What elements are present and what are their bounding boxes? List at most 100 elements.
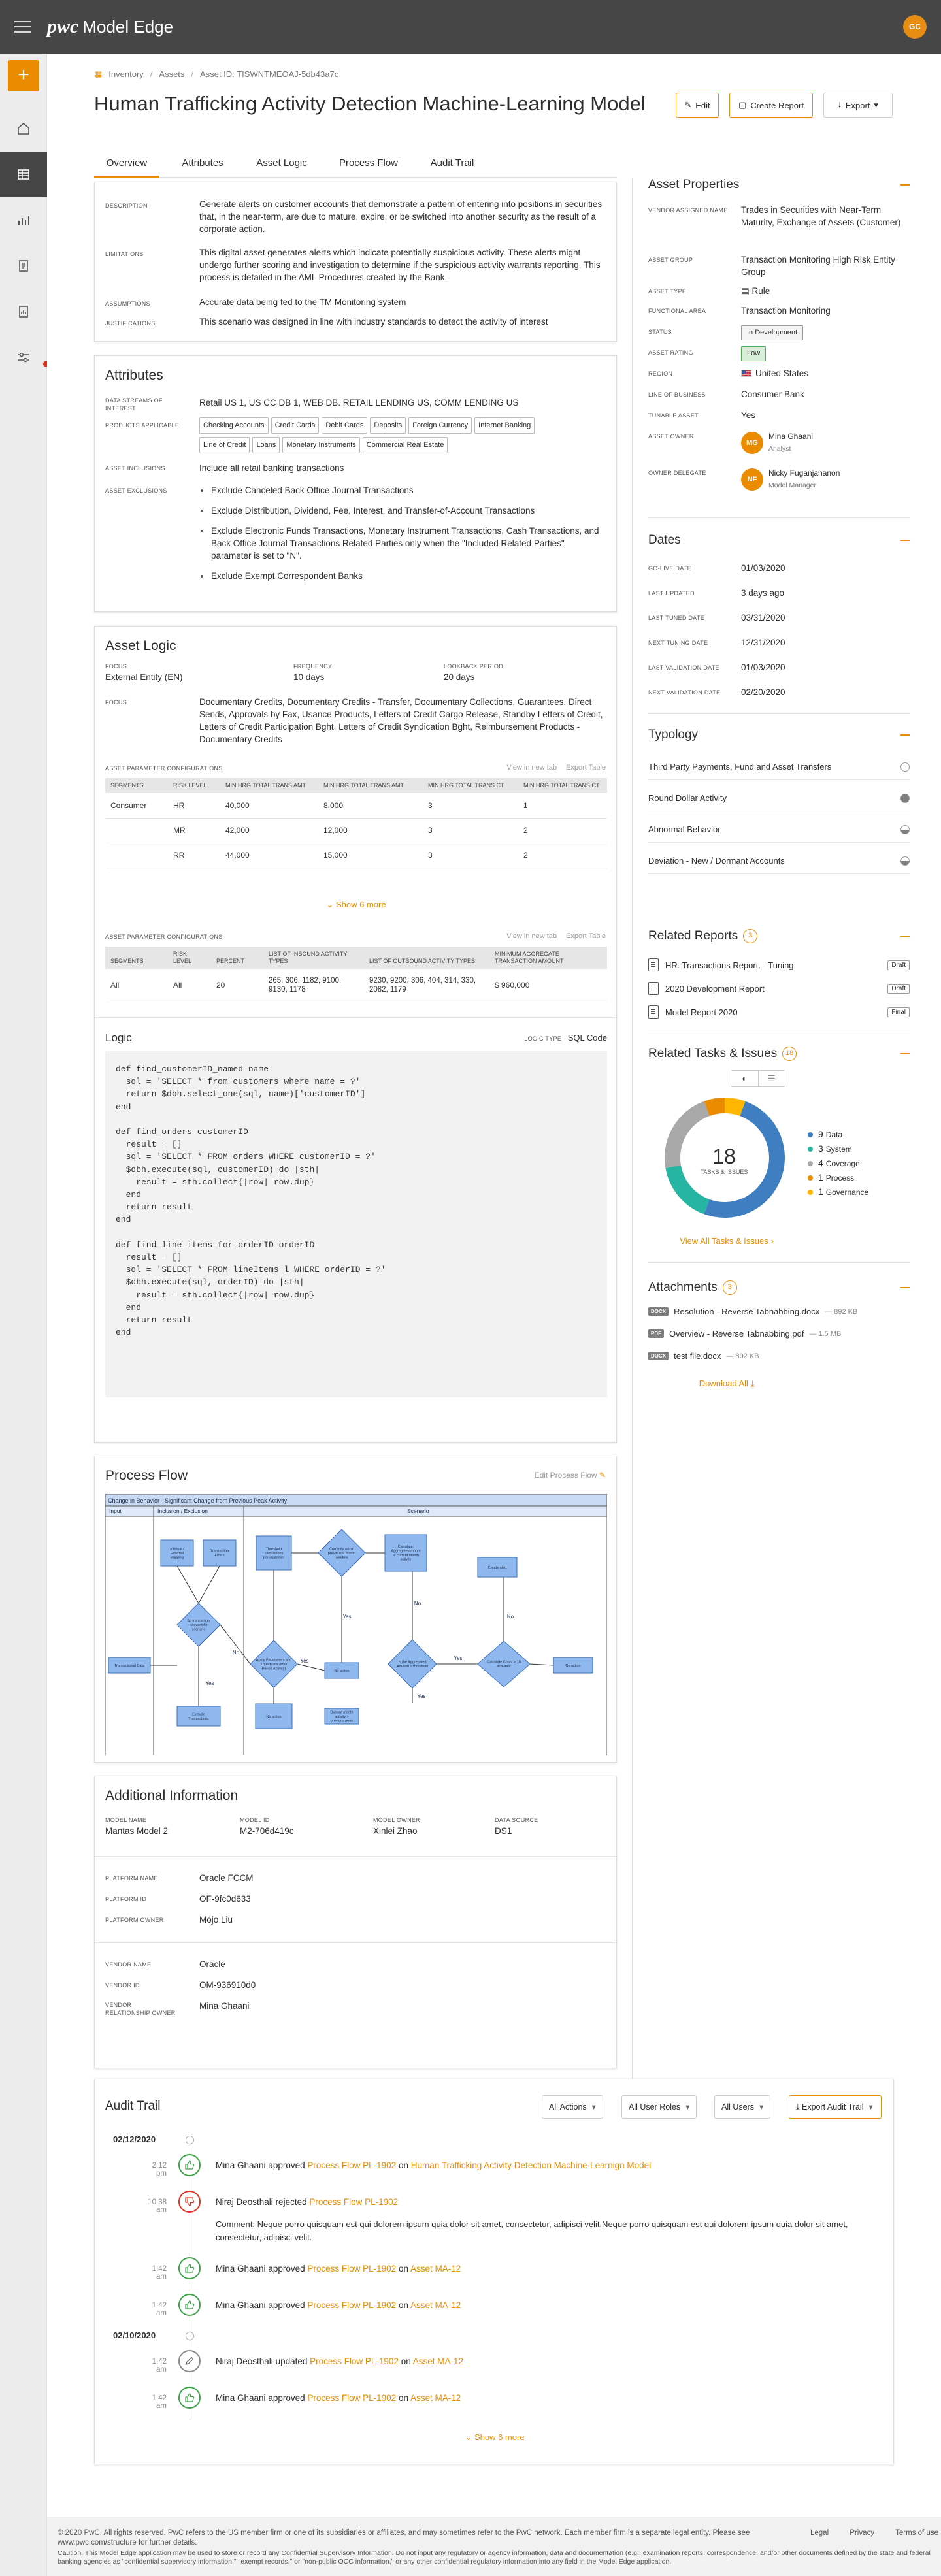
download-all-label: Download All (699, 1378, 748, 1388)
process-flow-card: Process Flow Edit Process Flow ✎ Change … (94, 1456, 617, 1763)
users-filter[interactable]: All Users (714, 2095, 771, 2119)
collapse-icon[interactable] (900, 1287, 910, 1288)
chart-icon[interactable] (0, 197, 47, 243)
export-dropdown[interactable]: ⤓ Export ▾ (823, 93, 893, 118)
audit-target-link[interactable]: Human Trafficking Activity Detection Mac… (410, 2160, 652, 2170)
report-item[interactable]: Model Report 2020 Final (648, 1001, 910, 1023)
settings-sliders-icon[interactable] (0, 334, 47, 380)
donut-slice-system[interactable] (665, 1165, 710, 1215)
attachment-item[interactable]: DOCX test file.docx — 892 KB (648, 1351, 910, 1361)
report-icon[interactable] (0, 289, 47, 334)
collapse-icon[interactable] (900, 734, 910, 736)
audit-verb: rejected (275, 2197, 307, 2207)
table-cell: 3 (423, 793, 518, 819)
tab-process-flow[interactable]: Process Flow (338, 157, 399, 169)
table-cell: 44,000 (220, 843, 318, 868)
donut-slice-coverage[interactable] (665, 1101, 710, 1168)
audit-entry: Mina Ghaani approved Process Flow PL-190… (216, 2299, 882, 2312)
owner-value[interactable]: MG Mina Ghaani Analyst (741, 430, 911, 455)
process-flow-diagram[interactable]: Change in Behavior - Significant Change … (105, 1494, 607, 1755)
download-all-button[interactable]: Download All ⤓ (648, 1378, 805, 1389)
export-table-link[interactable]: Export Table (566, 932, 606, 940)
audit-object-link[interactable]: Process Flow PL-1902 (309, 2197, 399, 2207)
legend-swatch (808, 1161, 813, 1166)
footer-link-legal[interactable]: Legal (810, 2529, 829, 2537)
audit-object-link[interactable]: Process Flow PL-1902 (307, 2264, 397, 2274)
breadcrumb-assets[interactable]: Assets (159, 69, 185, 79)
user-roles-filter[interactable]: All User Roles (621, 2095, 697, 2119)
audit-object-link[interactable]: Process Flow PL-1902 (307, 2393, 397, 2403)
logic-code-block[interactable]: def find_customerID_named name sql = 'SE… (105, 1051, 607, 1397)
donut-total: 18 (712, 1145, 736, 1168)
breadcrumb-inventory[interactable]: Inventory (108, 69, 144, 79)
audit-on: on (398, 2264, 408, 2274)
tab-asset-logic[interactable]: Asset Logic (256, 157, 307, 169)
list-view-icon[interactable]: ☰ (767, 1073, 776, 1083)
product-chip: Commercial Real Estate (362, 437, 448, 453)
audit-user: Mina Ghaani (216, 2264, 266, 2274)
create-report-button[interactable]: ▢ Create Report (729, 93, 813, 118)
tab-audit-trail[interactable]: Audit Trail (430, 157, 474, 169)
donut-slice-data[interactable] (704, 1101, 785, 1218)
show-more-button[interactable]: ⌄ Show 6 more (95, 900, 618, 910)
export-audit-button[interactable]: ⤓ Export Audit Trail (789, 2095, 882, 2119)
status-badge: In Development (741, 325, 804, 340)
actions-filter[interactable]: All Actions (542, 2095, 603, 2119)
legend-value: 1 (818, 1186, 823, 1197)
tab-overview[interactable]: Overview (94, 154, 159, 178)
attachment-item[interactable]: PDF Overview - Reverse Tabnabbing.pdf — 1.… (648, 1329, 910, 1339)
model-name-field: Model Name Mantas Model 2 (105, 1817, 168, 1836)
avatar: NF (741, 468, 763, 491)
donut-slice-governance[interactable] (724, 1098, 746, 1117)
audit-object-link[interactable]: Process Flow PL-1902 (307, 2300, 397, 2310)
flow-node-label: Current month (330, 1710, 353, 1714)
view-all-tasks-link[interactable]: View All Tasks & Issues › (648, 1236, 805, 1246)
delegate-value[interactable]: NF Nicky Fuganjananon Model Manager (741, 466, 911, 492)
table-row: All All 20 265, 306, 1182, 9100, 9130, 1178… (105, 969, 607, 1002)
audit-target-link[interactable]: Asset MA-12 (410, 2264, 461, 2274)
justifications-label: Justifications (105, 320, 156, 327)
tab-bar: Overview Attributes Asset Logic Process … (94, 154, 617, 178)
report-item[interactable]: HR. Transactions Report. - Tuning Draft (648, 954, 910, 976)
audit-user: Mina Ghaani (216, 2160, 266, 2170)
attachment-item[interactable]: DOCX Resolution - Reverse Tabnabbing.docx… (648, 1307, 910, 1316)
donut-slice-process[interactable] (704, 1097, 725, 1117)
user-avatar[interactable]: GC (903, 15, 927, 39)
collapse-icon[interactable] (900, 184, 910, 186)
date-value: 01/03/2020 (741, 563, 785, 573)
document-icon[interactable] (0, 243, 47, 289)
footer-link-privacy[interactable]: Privacy (850, 2529, 874, 2537)
asset-type-value: ▤ Rule (741, 285, 911, 297)
audit-object-link[interactable]: Process Flow PL-1902 (307, 2160, 397, 2170)
audit-on: on (398, 2300, 408, 2310)
app-logo[interactable]: pwc Model Edge (47, 16, 173, 38)
tasks-title: Related Tasks & Issues 18 (648, 1047, 910, 1061)
edge-label: Yes (417, 1693, 425, 1699)
donut-view-icon[interactable]: ◐ (731, 1071, 759, 1086)
flow-decision (176, 1603, 221, 1647)
table-cell: MR (168, 818, 220, 843)
audit-target-link[interactable]: Asset MA-12 (412, 2356, 464, 2366)
tab-attributes[interactable]: Attributes (182, 157, 223, 169)
edit-button[interactable]: ✎ Edit (676, 93, 719, 118)
menu-icon[interactable] (14, 21, 31, 37)
typology-label: Abnormal Behavior (648, 824, 721, 834)
flow-node-label: Thresholds (Max (261, 1663, 288, 1667)
footer-link-terms[interactable]: Terms of use (895, 2529, 938, 2537)
export-table-link[interactable]: Export Table (566, 764, 606, 772)
audit-show-more-button[interactable]: ⌄ Show 6 more (95, 2432, 895, 2443)
collapse-icon[interactable] (900, 1053, 910, 1054)
report-item[interactable]: 2020 Development Report Draft (648, 977, 910, 1000)
inventory-grid-icon[interactable] (0, 152, 47, 197)
tasks-donut-chart[interactable] (650, 1092, 800, 1223)
audit-object-link[interactable]: Process Flow PL-1902 (310, 2356, 399, 2366)
collapse-icon[interactable] (900, 936, 910, 937)
audit-target-link[interactable]: Asset MA-12 (410, 2300, 461, 2310)
add-icon[interactable]: + (8, 60, 39, 91)
home-icon[interactable] (0, 106, 47, 152)
view-new-tab-link[interactable]: View in new tab (506, 932, 557, 940)
view-new-tab-link[interactable]: View in new tab (506, 764, 557, 772)
audit-target-link[interactable]: Asset MA-12 (410, 2393, 461, 2403)
edit-process-flow-link[interactable]: Edit Process Flow ✎ (535, 1471, 606, 1480)
collapse-icon[interactable] (900, 540, 910, 541)
